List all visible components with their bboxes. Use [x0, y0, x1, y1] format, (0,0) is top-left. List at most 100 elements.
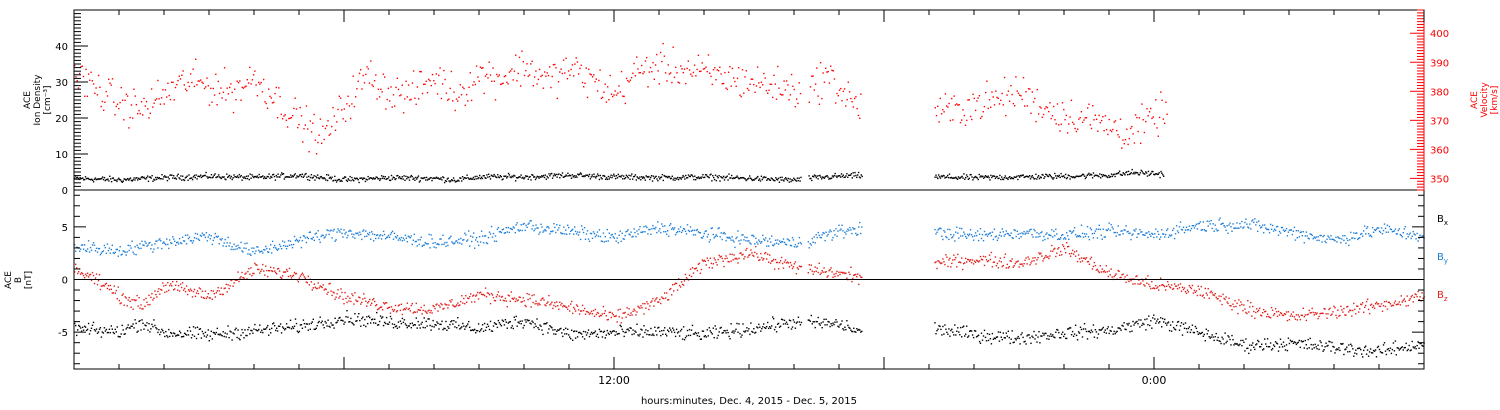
by-series-point	[506, 231, 508, 233]
bx-series-point	[267, 325, 269, 327]
velocity-series-point	[961, 119, 963, 121]
velocity-series-point	[210, 87, 212, 90]
bz-series-point	[242, 277, 244, 279]
velocity-series-point	[661, 60, 663, 63]
density-series-point	[861, 175, 863, 178]
bx-series-point	[319, 316, 321, 318]
bx-series-point	[461, 326, 463, 328]
density-series-point	[135, 177, 137, 179]
density-series-point	[486, 174, 488, 176]
by-series-point	[523, 222, 525, 225]
bx-series-point	[1281, 346, 1284, 348]
bx-series-point	[544, 322, 546, 325]
bx-series-point	[1047, 335, 1049, 337]
by-series-point	[1034, 230, 1036, 232]
bx-series-point	[186, 330, 189, 332]
bx-series-point	[1342, 342, 1344, 345]
by-series-point	[1302, 231, 1304, 233]
density-series-point	[796, 177, 799, 179]
by-series-point	[861, 226, 863, 228]
by-series-point	[1120, 230, 1122, 232]
bx-series-point	[1147, 324, 1149, 326]
by-series-point	[839, 229, 841, 231]
bx-series-point	[593, 331, 596, 334]
bx-series-point	[658, 326, 660, 329]
bx-series-point	[208, 340, 210, 342]
velocity-series-point	[319, 118, 322, 120]
density-series-point	[191, 178, 194, 181]
bx-series-point	[259, 324, 261, 326]
velocity-series-point	[162, 89, 164, 91]
velocity-series-point	[949, 119, 952, 122]
by-series-point	[1181, 229, 1184, 231]
velocity-series-point	[349, 117, 352, 120]
density-series-point	[561, 172, 564, 174]
by-series-point	[468, 230, 470, 232]
bx-series-point	[1072, 335, 1075, 337]
bz-series-point	[262, 263, 264, 266]
by-series-point	[515, 224, 517, 226]
bz-series-point	[459, 304, 461, 306]
bx-series-point	[142, 322, 144, 324]
velocity-series-point	[297, 126, 299, 129]
velocity-series-point	[653, 78, 655, 80]
velocity-series-point	[556, 97, 558, 100]
bz-series-point	[378, 307, 381, 309]
bx-series-point	[1253, 346, 1255, 348]
density-series-point	[642, 176, 645, 178]
density-series-point	[374, 177, 376, 180]
density-series-point	[180, 175, 182, 177]
by-series-point	[1177, 231, 1180, 234]
velocity-series-point	[86, 95, 88, 97]
density-series-point	[1075, 175, 1078, 177]
velocity-series-point	[153, 102, 155, 104]
bx-series-point	[276, 327, 278, 329]
density-series-point	[272, 173, 275, 176]
bx-series-point	[408, 325, 410, 327]
bx-series-point	[529, 322, 531, 324]
by-series-point	[1386, 224, 1389, 226]
velocity-series-point	[1138, 117, 1141, 119]
density-series-point	[564, 175, 566, 177]
by-series-point	[145, 242, 147, 244]
bx-series-point	[505, 321, 507, 323]
bx-series-point	[766, 325, 768, 328]
velocity-series-point	[105, 90, 107, 93]
bx-series-point	[783, 319, 786, 322]
bx-series-point	[652, 333, 654, 335]
density-series-point	[956, 177, 958, 180]
velocity-series-point	[1025, 91, 1027, 93]
bx-series-point	[162, 330, 164, 332]
by-series-point	[1136, 236, 1138, 238]
density-series-point	[268, 173, 270, 175]
density-series-point	[681, 176, 683, 179]
bz-series-point	[287, 275, 290, 278]
by-series-point	[1131, 234, 1133, 236]
velocity-series-point	[775, 98, 778, 100]
bx-series-point	[1332, 345, 1334, 348]
velocity-series-point	[164, 89, 167, 91]
velocity-series-point	[205, 86, 207, 88]
density-series-point	[74, 177, 76, 179]
by-series-point	[219, 238, 221, 240]
density-series-point	[128, 179, 130, 181]
density-series-point	[710, 173, 712, 175]
bz-series-point	[293, 271, 296, 274]
density-series-point	[659, 178, 661, 180]
velocity-series-point	[797, 102, 799, 105]
density-series-point	[319, 176, 322, 178]
by-series-point	[74, 244, 76, 246]
bx-series-point	[778, 326, 781, 328]
density-series-point	[253, 176, 255, 179]
velocity-series-point	[846, 99, 848, 101]
by-series-point	[458, 238, 460, 241]
velocity-series-point	[678, 82, 681, 84]
by-series-point	[1022, 233, 1024, 235]
by-series-point	[779, 241, 782, 244]
bx-series-point	[1319, 340, 1321, 342]
by-series-point	[181, 236, 184, 238]
density-series-point	[335, 179, 337, 181]
velocity-series-point	[123, 119, 125, 121]
density-series-point	[957, 176, 960, 178]
